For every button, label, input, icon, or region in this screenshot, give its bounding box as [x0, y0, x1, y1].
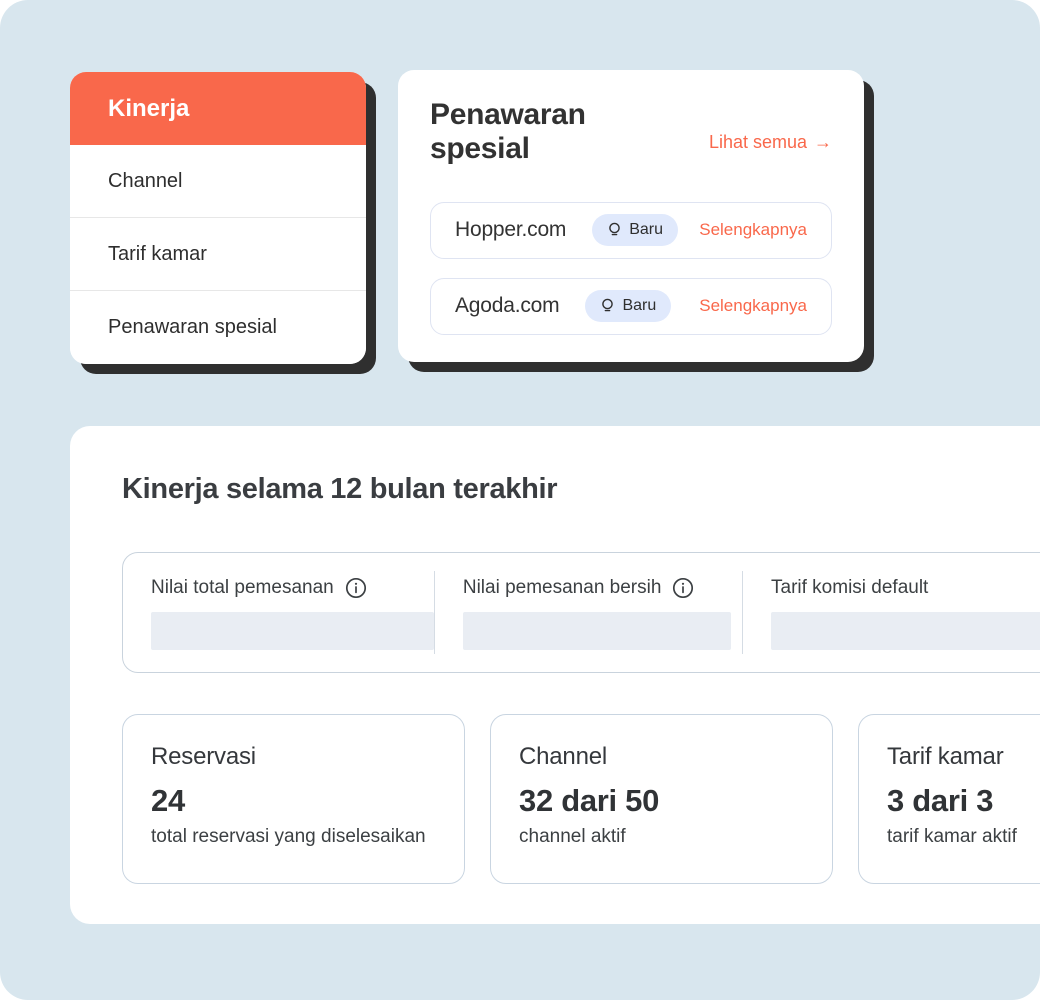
- menu-item-kinerja[interactable]: Kinerja: [70, 72, 366, 145]
- performance-title: Kinerja selama 12 bulan terakhir: [122, 473, 558, 505]
- new-badge: Baru: [585, 290, 672, 323]
- summary-caption: total reservasi yang diselesaikan: [151, 826, 426, 847]
- arrow-right-icon: →: [814, 132, 832, 153]
- stat-label: Tarif komisi default: [771, 577, 929, 598]
- stat-net-booking-value: Nilai pemesanan bersih: [435, 553, 742, 672]
- summary-title: Reservasi: [151, 743, 256, 770]
- sidebar-menu: Kinerja Channel Tarif kamar Penawaran sp…: [70, 72, 366, 364]
- stat-label: Nilai pemesanan bersih: [462, 577, 662, 598]
- lightbulb-icon: [600, 298, 615, 314]
- summary-cards-row: Reservasi 24 total reservasi yang disele…: [122, 714, 1040, 884]
- stat-value-placeholder: [462, 612, 731, 650]
- special-offers-title: Penawaran spesial: [430, 98, 586, 165]
- special-offers-card: Penawaran spesial Lihat semua → Hopper.c…: [398, 70, 864, 362]
- info-icon[interactable]: [672, 577, 694, 599]
- summary-value: 3 dari 3: [887, 783, 994, 818]
- summary-card-channel: Channel 32 dari 50 channel aktif: [490, 714, 833, 884]
- offer-name: Agoda.com: [455, 294, 560, 318]
- new-badge: Baru: [592, 214, 679, 247]
- offer-row-hopper: Hopper.com Baru Selengkapnya: [430, 201, 832, 259]
- summary-value: 32 dari 50: [519, 783, 660, 818]
- offer-details-link[interactable]: Selengkapnya: [699, 296, 807, 316]
- summary-title: Tarif kamar: [887, 743, 1004, 770]
- stat-value-placeholder: [151, 612, 434, 650]
- offer-list: Hopper.com Baru Selengkapnya Agoda.com: [430, 201, 832, 335]
- menu-item-penawaran-spesial[interactable]: Penawaran spesial: [70, 291, 366, 364]
- performance-card: Kinerja selama 12 bulan terakhir Nilai t…: [70, 426, 1040, 924]
- offer-name: Hopper.com: [455, 218, 567, 242]
- offer-row-agoda: Agoda.com Baru Selengkapnya: [430, 277, 832, 335]
- badge-label: Baru: [629, 221, 664, 239]
- summary-caption: channel aktif: [519, 826, 626, 847]
- special-offers-header: Penawaran spesial Lihat semua →: [430, 98, 832, 166]
- stat-total-booking-value: Nilai total pemesanan: [123, 553, 434, 672]
- summary-caption: tarif kamar aktif: [887, 826, 1017, 847]
- performance-stats-box: Nilai total pemesanan Nilai pemesanan be…: [122, 552, 1040, 673]
- stat-label: Nilai total pemesanan: [151, 577, 334, 598]
- stat-divider: [742, 571, 743, 654]
- stat-default-commission: Tarif komisi default: [743, 553, 1040, 672]
- menu-item-channel[interactable]: Channel: [70, 145, 366, 218]
- summary-value: 24: [151, 783, 185, 818]
- summary-card-reservasi: Reservasi 24 total reservasi yang disele…: [122, 714, 465, 884]
- see-all-link[interactable]: Lihat semua →: [709, 120, 832, 166]
- offer-details-link[interactable]: Selengkapnya: [699, 220, 807, 240]
- summary-title: Channel: [519, 743, 608, 770]
- stat-divider: [434, 571, 435, 654]
- info-icon[interactable]: [345, 577, 367, 599]
- menu-item-tarif-kamar[interactable]: Tarif kamar: [70, 218, 366, 291]
- badge-label: Baru: [622, 297, 657, 315]
- stat-value-placeholder: [771, 612, 1040, 650]
- summary-card-tarif-kamar: Tarif kamar 3 dari 3 tarif kamar aktif: [858, 714, 1040, 884]
- see-all-label: Lihat semua: [708, 132, 807, 153]
- lightbulb-icon: [607, 222, 622, 238]
